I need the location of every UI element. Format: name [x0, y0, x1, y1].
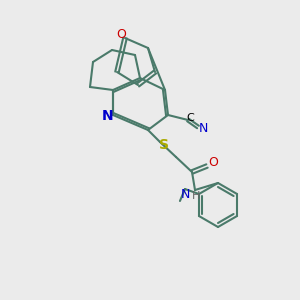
Text: S: S	[159, 138, 169, 152]
Text: C: C	[186, 113, 194, 123]
Text: N: N	[198, 122, 208, 134]
Text: H: H	[192, 191, 200, 201]
Text: O: O	[116, 28, 126, 40]
Text: O: O	[208, 157, 218, 169]
Text: N: N	[180, 188, 190, 202]
Text: N: N	[102, 109, 114, 123]
